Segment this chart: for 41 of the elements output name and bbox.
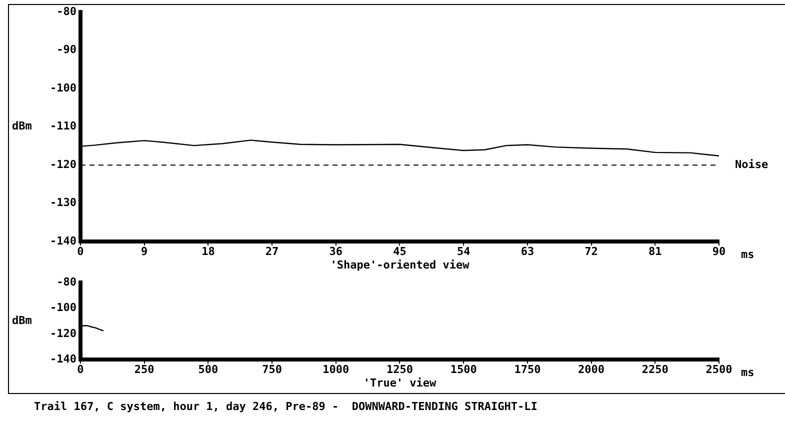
x-tick-label: 2500: [706, 363, 732, 376]
x-tick-label: 72: [584, 245, 598, 258]
x-tick-label: 45: [393, 245, 406, 258]
x-tick-label: 250: [134, 363, 154, 376]
y-tick-label: -120: [50, 158, 76, 171]
y-tick-label: -80: [56, 4, 76, 18]
text: ms: [741, 248, 754, 261]
x-tick-label: 500: [198, 363, 218, 376]
x-tick-label: 2000: [578, 363, 605, 376]
x-tick-label: 0: [77, 363, 84, 376]
x-tick-label: 9: [141, 245, 148, 258]
x-tick-label: 0: [77, 245, 84, 258]
x-tick-label: 54: [456, 245, 471, 258]
x-tick-label: 1500: [450, 363, 477, 376]
x-axis-title: 'True' view: [363, 376, 437, 390]
x-tick-label: 1750: [514, 363, 541, 376]
y-tick-label: -120: [50, 326, 76, 340]
y-tick-label: -90: [56, 43, 76, 56]
x-axis-title: 'Shape'-oriented view: [330, 258, 470, 272]
text: ms: [741, 366, 754, 379]
x-tick-label: 81: [648, 245, 662, 258]
y-tick-label: -100: [50, 301, 76, 314]
y-tick-label: -110: [50, 120, 76, 133]
y-tick-label: -80: [56, 275, 76, 288]
x-tick-label: 90: [712, 245, 726, 258]
y-axis-title: dBm: [12, 314, 32, 327]
x-tick-label: 63: [520, 245, 534, 258]
y-tick-label: -100: [50, 81, 76, 94]
y-axis-title: dBm: [12, 120, 32, 133]
x-tick-label: 2250: [642, 363, 668, 376]
x-tick-label: 1250: [386, 363, 413, 376]
x-tick-label: 18: [202, 245, 215, 258]
y-tick-label: -140: [50, 352, 76, 366]
x-tick-label: 750: [262, 363, 282, 376]
ref-line-label: Noise: [735, 158, 768, 171]
x-tick-label: 1000: [322, 363, 350, 376]
y-tick-label: -140: [50, 234, 76, 248]
x-tick-label: 27: [265, 245, 279, 258]
text: Trail 167, C system, hour 1, day 246, Pre-89 - DOWNWARD-TENDING STRAIGHT-LI: [34, 400, 538, 413]
y-tick-label: -130: [50, 196, 76, 210]
x-tick-label: 36: [329, 245, 343, 258]
